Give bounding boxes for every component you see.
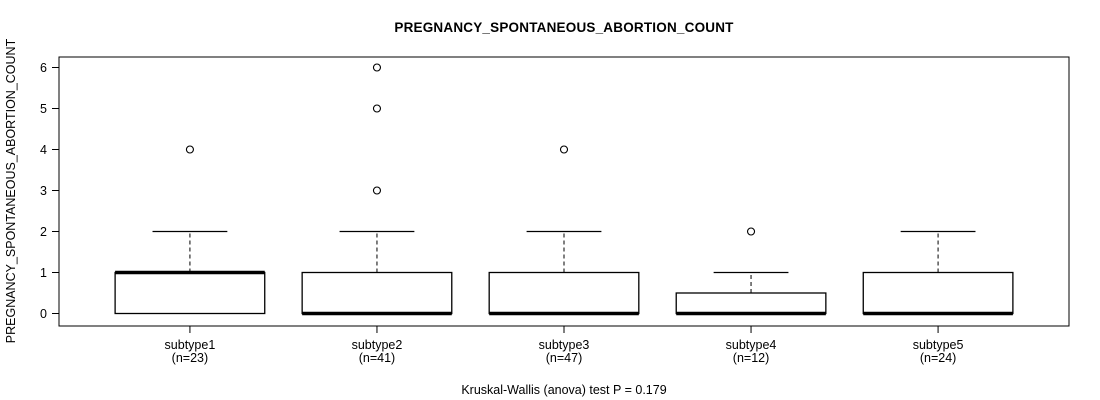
boxplot-group-subtype4: subtype4(n=12)	[675, 227, 827, 365]
y-tick-label: 5	[40, 102, 47, 116]
x-tick-label: subtype3	[539, 338, 590, 352]
iqr-box	[488, 271, 640, 315]
x-tick-label: subtype5	[913, 338, 964, 352]
chart-title: PREGNANCY_SPONTANEOUS_ABORTION_COUNT	[394, 20, 734, 35]
outlier-point	[559, 145, 569, 154]
kruskal-wallis-annotation: Kruskal-Wallis (anova) test P = 0.179	[461, 383, 667, 397]
y-tick-label: 6	[40, 61, 47, 75]
x-tick-label: subtype4	[726, 338, 777, 352]
x-tick-label: subtype1	[165, 338, 216, 352]
boxplot-group-subtype3: subtype3(n=47)	[488, 145, 640, 365]
iqr-box	[675, 292, 827, 315]
y-tick-label: 3	[40, 184, 47, 198]
outlier-point	[372, 63, 382, 72]
boxplot-group-subtype5: subtype5(n=24)	[862, 230, 1014, 365]
boxplot-group-subtype1: subtype1(n=23)	[114, 145, 266, 365]
x-tick-sublabel: (n=47)	[546, 351, 582, 365]
y-axis-label: PREGNANCY_SPONTANEOUS_ABORTION_COUNT	[4, 38, 18, 344]
x-tick-sublabel: (n=41)	[359, 351, 395, 365]
y-tick-label: 0	[40, 307, 47, 321]
iqr-box	[862, 271, 1014, 315]
x-tick-label: subtype2	[352, 338, 403, 352]
x-tick-sublabel: (n=23)	[172, 351, 208, 365]
outlier-point	[746, 227, 756, 236]
iqr-box	[114, 271, 266, 315]
x-tick-sublabel: (n=24)	[920, 351, 956, 365]
outlier-point	[372, 186, 382, 195]
boxplot-group-subtype2: subtype2(n=41)	[301, 63, 453, 365]
y-tick-label: 2	[40, 225, 47, 239]
y-tick-label: 1	[40, 266, 47, 280]
outlier-point	[372, 104, 382, 113]
outlier-point	[185, 145, 194, 154]
y-tick-label: 4	[40, 143, 47, 157]
iqr-box	[301, 271, 453, 315]
x-tick-sublabel: (n=12)	[733, 351, 769, 365]
